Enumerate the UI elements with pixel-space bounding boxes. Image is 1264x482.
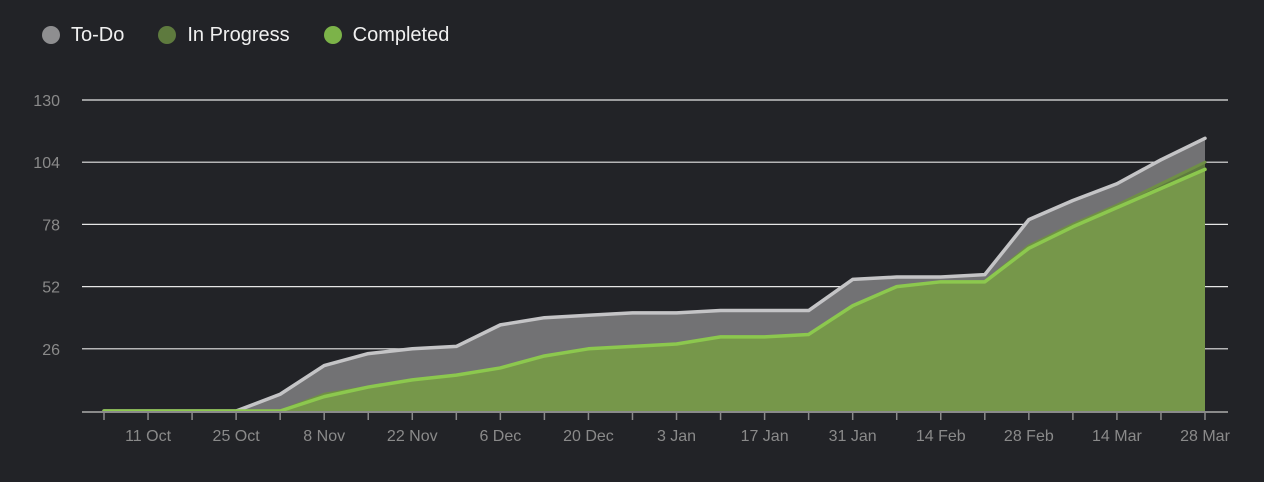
x-tick-label: 28 Mar [1180,428,1230,445]
x-tick-label: 20 Dec [563,428,614,445]
x-tick-label: 31 Jan [829,428,877,445]
legend-swatch-in-progress [158,26,177,44]
series-areas [104,138,1205,411]
x-tick-label: 28 Feb [1004,428,1054,445]
legend-item-in-progress[interactable]: In Progress [158,23,290,47]
y-tick-label: 52 [42,280,60,297]
legend-label-todo: To-Do [71,23,125,46]
line-completed [102,167,1207,413]
axes: 26 52 78 104 130 11 Oct 25 Oct 8 Nov 22 Nov 6 Dec… [33,93,1230,445]
line-to-do [102,136,1207,413]
legend: To-Do In Progress Completed [42,20,483,50]
x-tick-label: 11 Oct [125,428,172,445]
y-tick-label: 26 [42,342,60,359]
legend-swatch-todo [42,26,60,44]
y-tick-label: 78 [42,217,60,234]
x-tick-label: 22 Nov [387,428,438,445]
legend-item-todo[interactable]: To-Do [42,24,124,47]
x-tick-label: 8 Nov [303,428,345,445]
x-tick-label: 14 Mar [1092,428,1142,445]
series-lines [102,136,1207,413]
x-tick-label: 14 Feb [916,428,966,445]
x-tick-label: 6 Dec [479,428,521,445]
x-tick-label: 25 Oct [213,428,261,445]
legend-swatch-completed [323,26,342,44]
legend-label-completed: Completed [352,23,450,46]
area-completed [104,169,1205,411]
y-tick-label: 130 [33,93,60,110]
x-tick-label: 17 Jan [741,428,789,445]
legend-label-in-progress: In Progress [187,23,290,46]
y-tick-label: 104 [33,155,60,172]
x-tick-label: 3 Jan [657,428,696,445]
legend-item-completed[interactable]: Completed [323,23,450,47]
